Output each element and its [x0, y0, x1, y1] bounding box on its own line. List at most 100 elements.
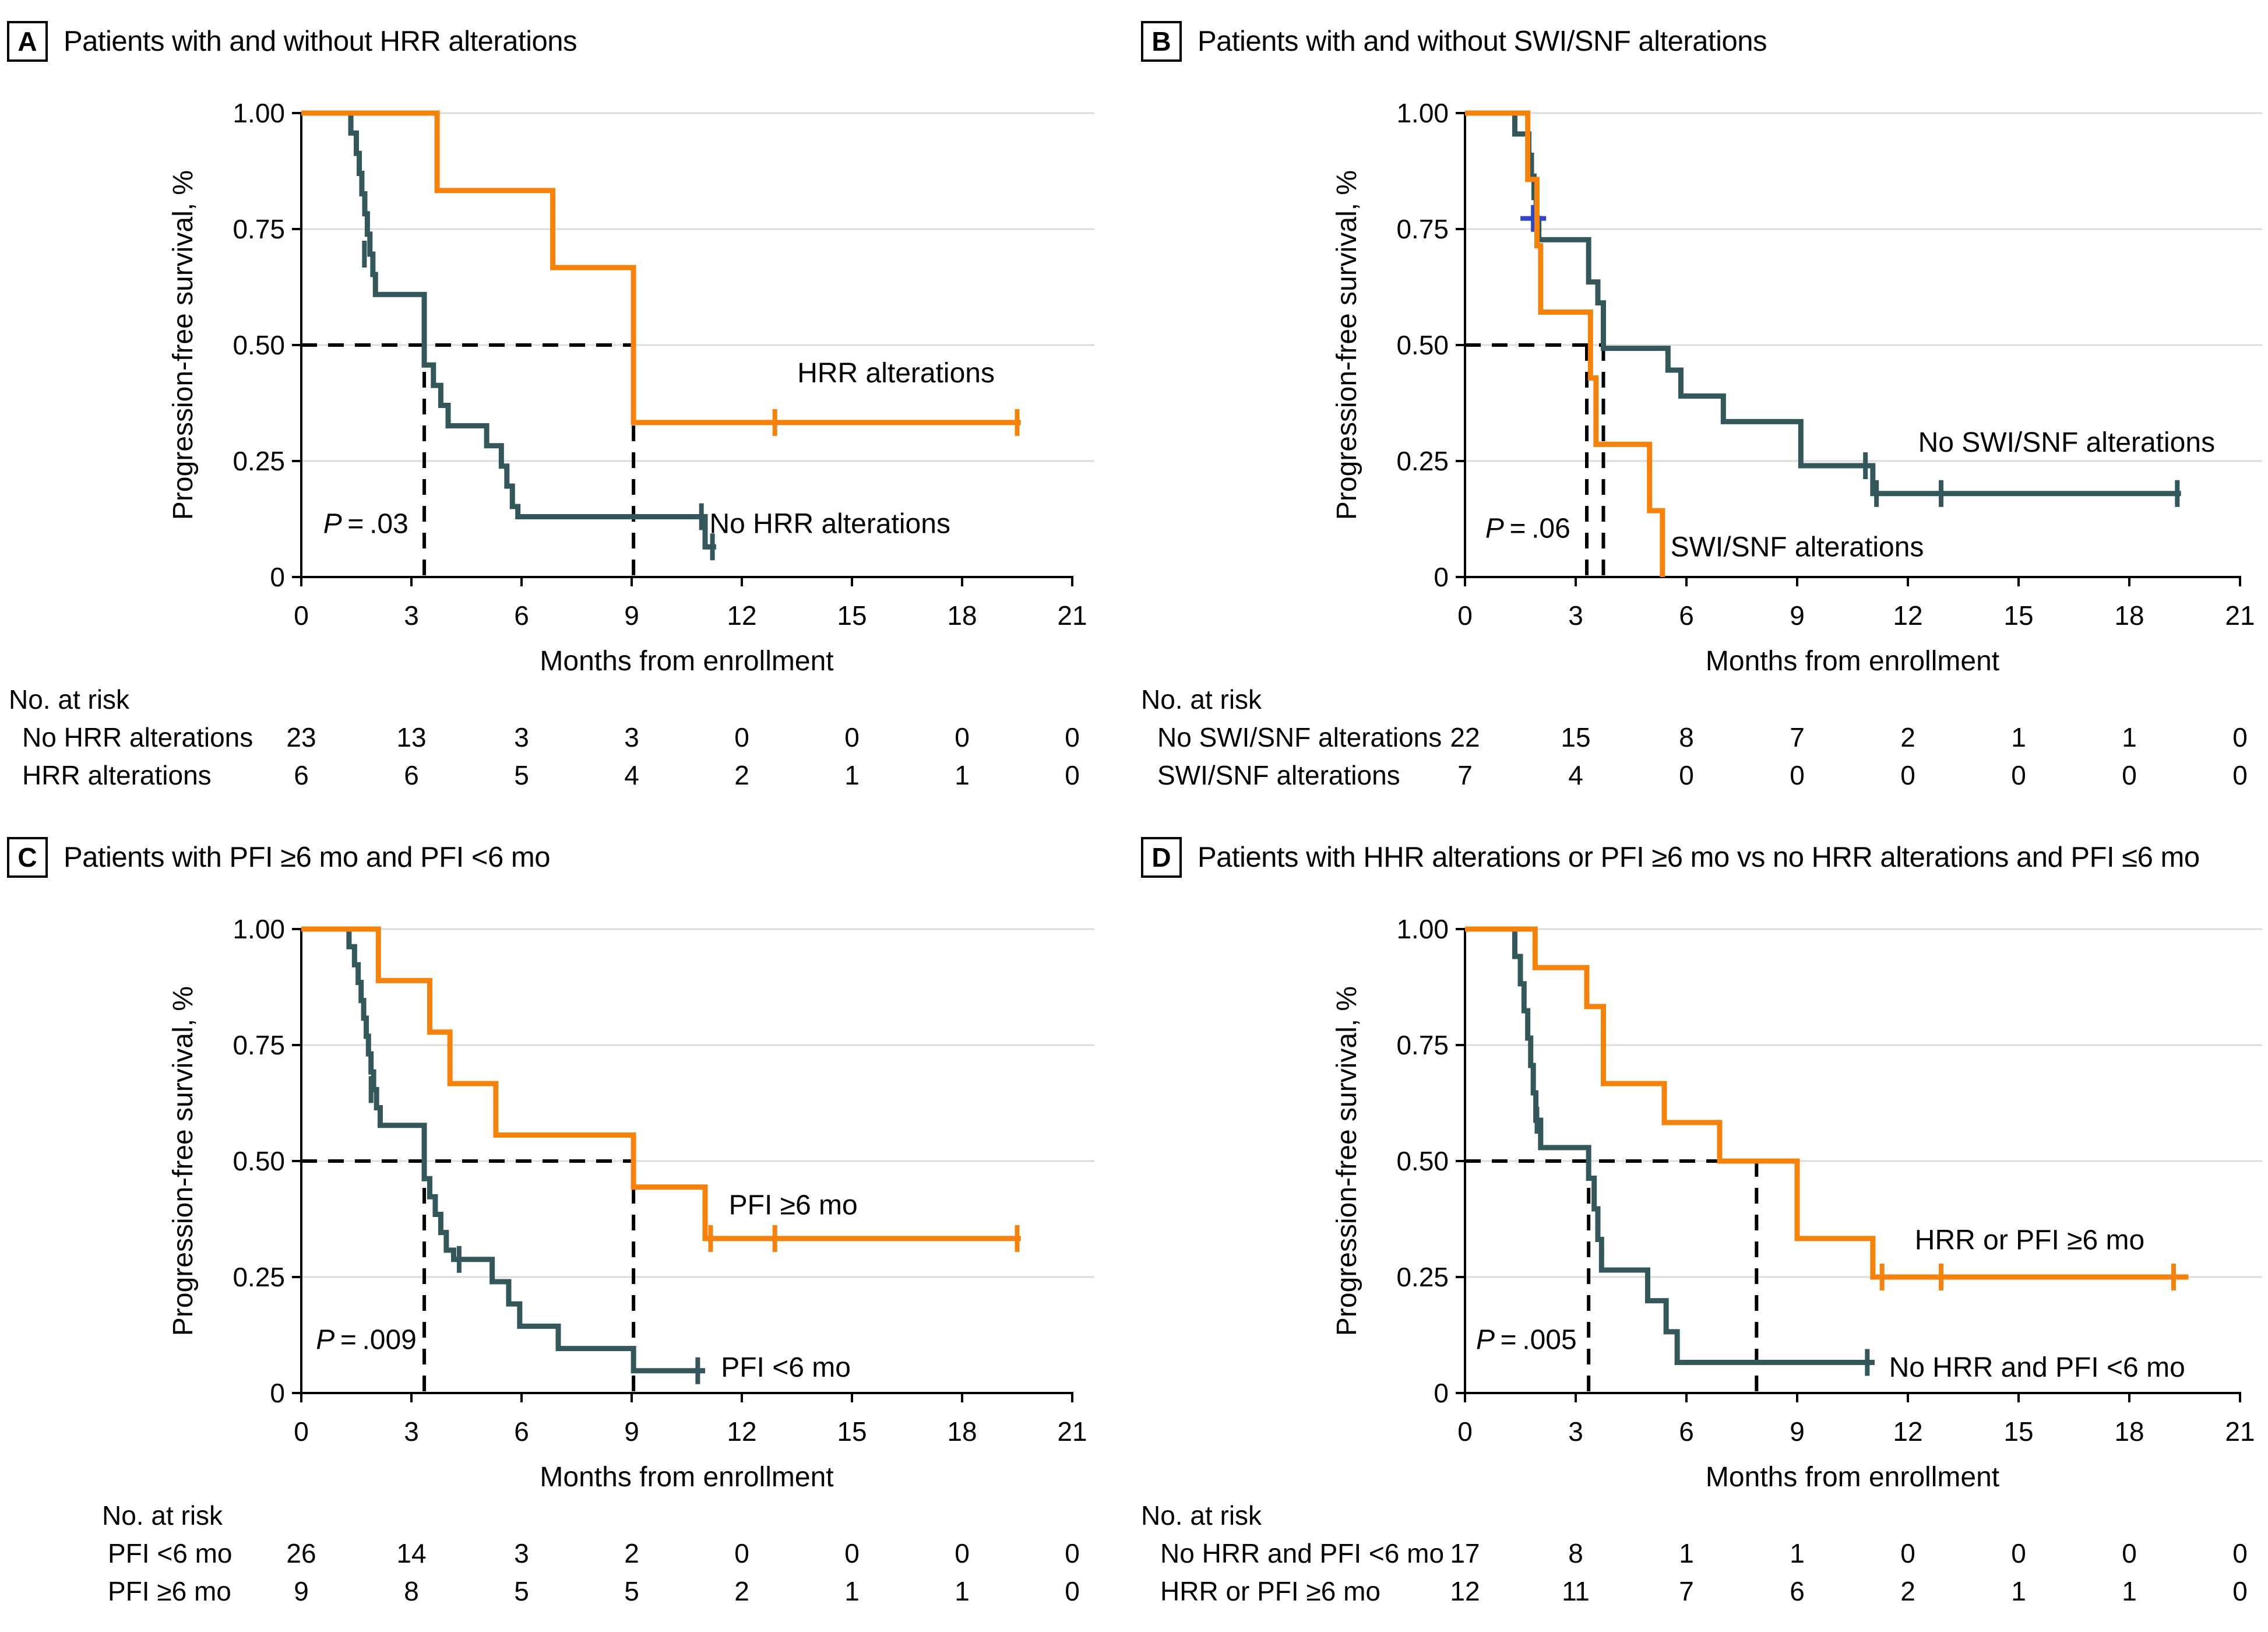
risk-count: 8: [404, 1576, 419, 1606]
series-label: HRR or PFI ≥6 mo: [1915, 1225, 2144, 1255]
y-tick-label: 0.75: [1396, 214, 1449, 244]
risk-row-label: PFI ≥6 mo: [108, 1576, 231, 1606]
x-tick-label: 6: [514, 1416, 529, 1447]
risk-row-label: PFI <6 mo: [108, 1538, 232, 1568]
risk-count: 7: [1790, 722, 1805, 752]
panel-a: A Patients with and without HRR alterati…: [0, 0, 1134, 816]
x-tick-label: 9: [624, 600, 639, 631]
x-tick-label: 18: [2114, 1416, 2144, 1447]
risk-count: 0: [1790, 760, 1805, 790]
risk-count: 5: [514, 760, 529, 790]
risk-count: 6: [294, 760, 309, 790]
risk-count: 0: [2232, 722, 2248, 752]
y-tick-label: 0.25: [233, 1262, 285, 1292]
km-curve-teal: [1465, 926, 1875, 1365]
y-tick-label: 0.50: [1396, 330, 1449, 360]
risk-count: 0: [2011, 760, 2026, 790]
risk-row-label: SWI/SNF alterations: [1157, 760, 1400, 790]
panel-c-header: C Patients with PFI ≥6 mo and PFI <6 mo: [7, 837, 550, 878]
km-curve-teal: [1465, 110, 2181, 497]
panel-b-header: B Patients with and without SWI/SNF alte…: [1141, 21, 1767, 62]
x-tick-label: 6: [1679, 600, 1694, 631]
x-tick-label: 9: [624, 1416, 639, 1447]
risk-count: 0: [734, 1538, 749, 1568]
y-tick-label: 0.25: [1396, 1262, 1449, 1292]
risk-row-label: No HRR alterations: [22, 722, 253, 752]
risk-count: 0: [2122, 760, 2137, 790]
km-curve-teal: [301, 110, 716, 550]
risk-count: 1: [844, 1576, 860, 1606]
risk-count: 3: [514, 722, 529, 752]
risk-count: 14: [396, 1538, 426, 1568]
x-tick-label: 15: [2003, 600, 2033, 631]
risk-count: 0: [2011, 1538, 2026, 1568]
panel-d-title: Patients with HHR alterations or PFI ≥6 …: [1198, 842, 2200, 873]
risk-count: 1: [1790, 1538, 1805, 1568]
x-tick-label: 21: [2225, 1416, 2255, 1447]
risk-count: 2: [624, 1538, 639, 1568]
risk-header: No. at risk: [102, 1500, 223, 1531]
risk-count: 0: [2122, 1538, 2137, 1568]
panel-c: C Patients with PFI ≥6 mo and PFI <6 mo …: [0, 816, 1134, 1632]
panel-d-marker: D: [1141, 837, 1182, 878]
x-tick-label: 21: [1057, 1416, 1087, 1447]
risk-row-label: HRR alterations: [22, 760, 212, 790]
risk-count: 7: [1457, 760, 1473, 790]
risk-count: 7: [1679, 1576, 1694, 1606]
x-tick-label: 18: [947, 1416, 977, 1447]
x-tick-label: 0: [294, 1416, 309, 1447]
risk-row-label: No HRR and PFI <6 mo: [1160, 1538, 1444, 1568]
series-label: No HRR and PFI <6 mo: [1889, 1352, 2185, 1383]
x-tick-label: 3: [1568, 600, 1583, 631]
y-axis-label: Progression-free survival, %: [1332, 170, 1362, 520]
panel-b: B Patients with and without SWI/SNF alte…: [1134, 0, 2268, 816]
x-tick-label: 6: [1679, 1416, 1694, 1447]
risk-header: No. at risk: [9, 684, 130, 715]
risk-count: 1: [2011, 722, 2026, 752]
panel-c-title: Patients with PFI ≥6 mo and PFI <6 mo: [64, 842, 550, 873]
risk-count: 0: [1679, 760, 1694, 790]
x-tick-label: 12: [1893, 1416, 1922, 1447]
risk-count: 0: [955, 1538, 970, 1568]
x-tick-label: 0: [1457, 1416, 1473, 1447]
p-value-label: P = .009: [316, 1324, 417, 1355]
x-tick-label: 12: [727, 600, 756, 631]
y-tick-label: 0.75: [1396, 1030, 1449, 1060]
x-tick-label: 9: [1790, 600, 1805, 631]
risk-count: 23: [286, 722, 316, 752]
risk-count: 17: [1450, 1538, 1480, 1568]
y-tick-label: 0: [270, 1378, 285, 1408]
risk-count: 0: [1065, 1576, 1080, 1606]
y-axis-label: Progression-free survival, %: [1332, 986, 1362, 1336]
km-curve-orange: [301, 110, 1021, 425]
p-value-label: P = .03: [323, 508, 408, 539]
risk-count: 9: [294, 1576, 309, 1606]
risk-count: 0: [2232, 1538, 2248, 1568]
y-tick-label: 0: [1434, 562, 1449, 592]
km-curve-orange: [1465, 926, 2189, 1280]
x-tick-label: 3: [404, 600, 419, 631]
risk-header: No. at risk: [1141, 684, 1262, 715]
risk-count: 1: [955, 760, 970, 790]
p-value-label: P = .06: [1485, 513, 1570, 544]
series-label: PFI ≥6 mo: [729, 1190, 858, 1221]
risk-count: 0: [1900, 760, 1915, 790]
risk-count: 5: [624, 1576, 639, 1606]
series-label: SWI/SNF alterations: [1671, 532, 1924, 562]
km-curve-teal: [301, 926, 705, 1374]
risk-count: 2: [1900, 722, 1915, 752]
y-tick-label: 1.00: [1396, 914, 1449, 944]
risk-count: 26: [286, 1538, 316, 1568]
risk-row-label: HRR or PFI ≥6 mo: [1160, 1576, 1380, 1606]
risk-row-label: No SWI/SNF alterations: [1157, 722, 1442, 752]
y-tick-label: 0.50: [1396, 1146, 1449, 1176]
y-tick-label: 0.75: [233, 214, 285, 244]
y-tick-label: 0: [1434, 1378, 1449, 1408]
x-tick-label: 15: [837, 1416, 867, 1447]
x-axis-label: Months from enrollment: [1706, 646, 1999, 677]
risk-count: 13: [396, 722, 426, 752]
risk-count: 1: [955, 1576, 970, 1606]
risk-count: 11: [1562, 1576, 1590, 1606]
